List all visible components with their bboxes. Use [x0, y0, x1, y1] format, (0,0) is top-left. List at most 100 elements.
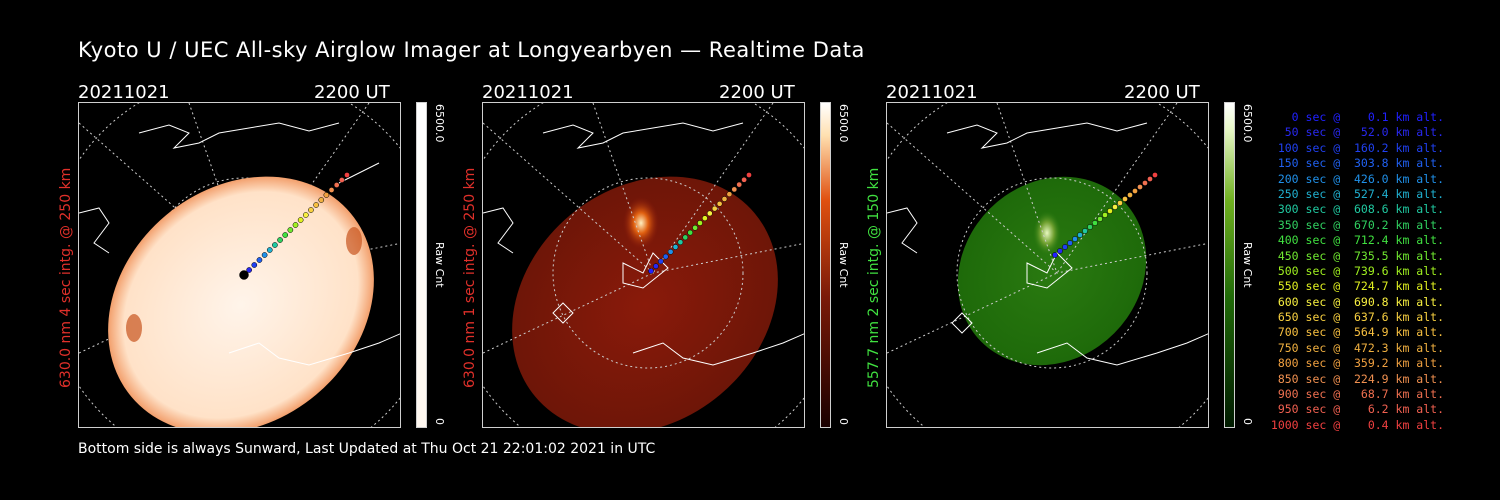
trajectory-point — [677, 239, 684, 246]
panel3-colorbar-unit: Raw Cnt — [1241, 242, 1254, 288]
legend-entry: 150 sec @ 303.8 km alt. — [1270, 156, 1444, 171]
trajectory-point — [256, 257, 263, 263]
trajectory-point — [648, 268, 654, 274]
trajectory-point — [1057, 248, 1063, 254]
trajectory-point — [1102, 212, 1108, 218]
trajectory-point — [1142, 180, 1148, 186]
trajectory-point — [239, 270, 249, 280]
trajectory-point — [1097, 216, 1103, 222]
trajectory-point — [339, 177, 345, 183]
panel1-wavelength-label: 630.0 nm 4 sec intg. @ 250 km — [58, 167, 74, 388]
panel3-skyimage — [886, 102, 1209, 428]
trajectory-point — [266, 247, 273, 253]
trajectory-point — [1082, 228, 1088, 234]
trajectory-point — [667, 248, 674, 255]
trajectory-point — [706, 210, 713, 217]
panel1-map — [79, 103, 400, 427]
trajectory-point — [272, 242, 278, 248]
legend-entry: 600 sec @ 690.8 km alt. — [1270, 294, 1444, 309]
trajectory-point — [344, 172, 350, 178]
trajectory-point — [282, 232, 289, 238]
panel3-colorbar-max: 6500.0 — [1241, 104, 1254, 143]
trajectory-point — [721, 196, 728, 202]
trajectory-point — [662, 253, 669, 260]
legend-entry: 500 sec @ 739.6 km alt. — [1270, 263, 1444, 278]
legend-entry: 350 sec @ 670.2 km alt. — [1270, 217, 1444, 232]
trajectory-point — [653, 263, 659, 270]
trajectory-point — [697, 220, 703, 226]
panel2-colorbar-unit: Raw Cnt — [837, 242, 850, 288]
footer-status: Bottom side is always Sunward, Last Upda… — [78, 441, 656, 457]
trajectory-point — [682, 234, 689, 241]
trajectory-point — [731, 186, 738, 193]
legend-entry: 50 sec @ 52.0 km alt. — [1270, 125, 1444, 140]
panel1-colorbar-max: 6500.0 — [433, 104, 446, 143]
trajectory-point — [251, 262, 258, 268]
trajectory-point — [277, 237, 283, 243]
legend-entry: 200 sec @ 426.0 km alt. — [1270, 171, 1444, 186]
legend-entry: 950 sec @ 6.2 km alt. — [1270, 402, 1444, 417]
trajectory-point — [308, 207, 314, 213]
trajectory-point — [261, 252, 268, 258]
panel2-time: 2200 UT — [719, 82, 795, 103]
legend-entry: 900 sec @ 68.7 km alt. — [1270, 387, 1444, 402]
trajectory-point — [736, 181, 743, 188]
panel2-airglow-disc — [512, 176, 778, 427]
legend-entry: 750 sec @ 472.3 km alt. — [1270, 340, 1444, 355]
legend-entry: 0 sec @ 0.1 km alt. — [1270, 110, 1444, 124]
trajectory-point — [716, 200, 723, 207]
trajectory-point — [1092, 220, 1098, 226]
trajectory-point — [702, 215, 708, 222]
trajectory-point — [711, 205, 718, 212]
trajectory-legend: 0 sec @ 0.1 km alt. 50 sec @ 52.0 km alt… — [1268, 110, 1444, 433]
panel1-time: 2200 UT — [314, 82, 390, 103]
trajectory-point — [1067, 240, 1073, 246]
trajectory-point — [1052, 252, 1058, 258]
trajectory-point — [313, 202, 319, 208]
trajectory-point — [1152, 172, 1158, 178]
trajectory-point — [1107, 208, 1113, 214]
trajectory-point — [292, 222, 299, 228]
trajectory-point — [1117, 200, 1123, 206]
trajectory-point — [302, 212, 309, 218]
panel3-airglow-disc — [957, 176, 1147, 366]
trajectory-point — [333, 182, 340, 188]
trajectory-point — [1132, 188, 1138, 194]
legend-entry: 850 sec @ 224.9 km alt. — [1270, 371, 1444, 386]
trajectory-point — [1137, 184, 1143, 190]
legend-entry: 250 sec @ 527.4 km alt. — [1270, 186, 1444, 201]
panel3-map — [887, 103, 1208, 427]
panel2-date: 20211021 — [482, 82, 574, 103]
trajectory-point — [687, 229, 694, 236]
legend-entry: 800 sec @ 359.2 km alt. — [1270, 356, 1444, 371]
trajectory-point — [1122, 196, 1128, 202]
legend-entry: 300 sec @ 608.6 km alt. — [1270, 202, 1444, 217]
trajectory-point — [1077, 232, 1083, 238]
trajectory-point — [692, 224, 698, 231]
panel2-map — [483, 103, 804, 427]
panel2-colorbar-max: 6500.0 — [837, 104, 850, 143]
panel2-colorbar-min: 0 — [837, 418, 850, 425]
trajectory-point — [1112, 204, 1118, 210]
trajectory-point — [1072, 236, 1078, 242]
trajectory-point — [672, 244, 679, 250]
panel1-skyimage — [78, 102, 401, 428]
legend-entry: 550 sec @ 724.7 km alt. — [1270, 279, 1444, 294]
page-title: Kyoto U / UEC All-sky Airglow Imager at … — [78, 38, 865, 62]
trajectory-point — [246, 267, 252, 273]
panel1-colorbar-unit: Raw Cnt — [433, 242, 446, 288]
legend-entry: 400 sec @ 712.4 km alt. — [1270, 233, 1444, 248]
panel2-skyimage — [482, 102, 805, 428]
trajectory-point — [287, 227, 294, 233]
trajectory-point — [1127, 192, 1133, 198]
trajectory-point — [726, 191, 733, 198]
trajectory-point — [1147, 176, 1153, 182]
trajectory-point — [657, 258, 664, 265]
legend-entry: 1000 sec @ 0.4 km alt. — [1270, 417, 1444, 432]
legend-entry: 700 sec @ 564.9 km alt. — [1270, 325, 1444, 340]
trajectory-point — [323, 192, 330, 198]
trajectory-point — [328, 187, 335, 193]
panel1-colorbar — [416, 102, 427, 428]
panel3-date: 20211021 — [886, 82, 978, 103]
panel2-colorbar — [820, 102, 831, 428]
